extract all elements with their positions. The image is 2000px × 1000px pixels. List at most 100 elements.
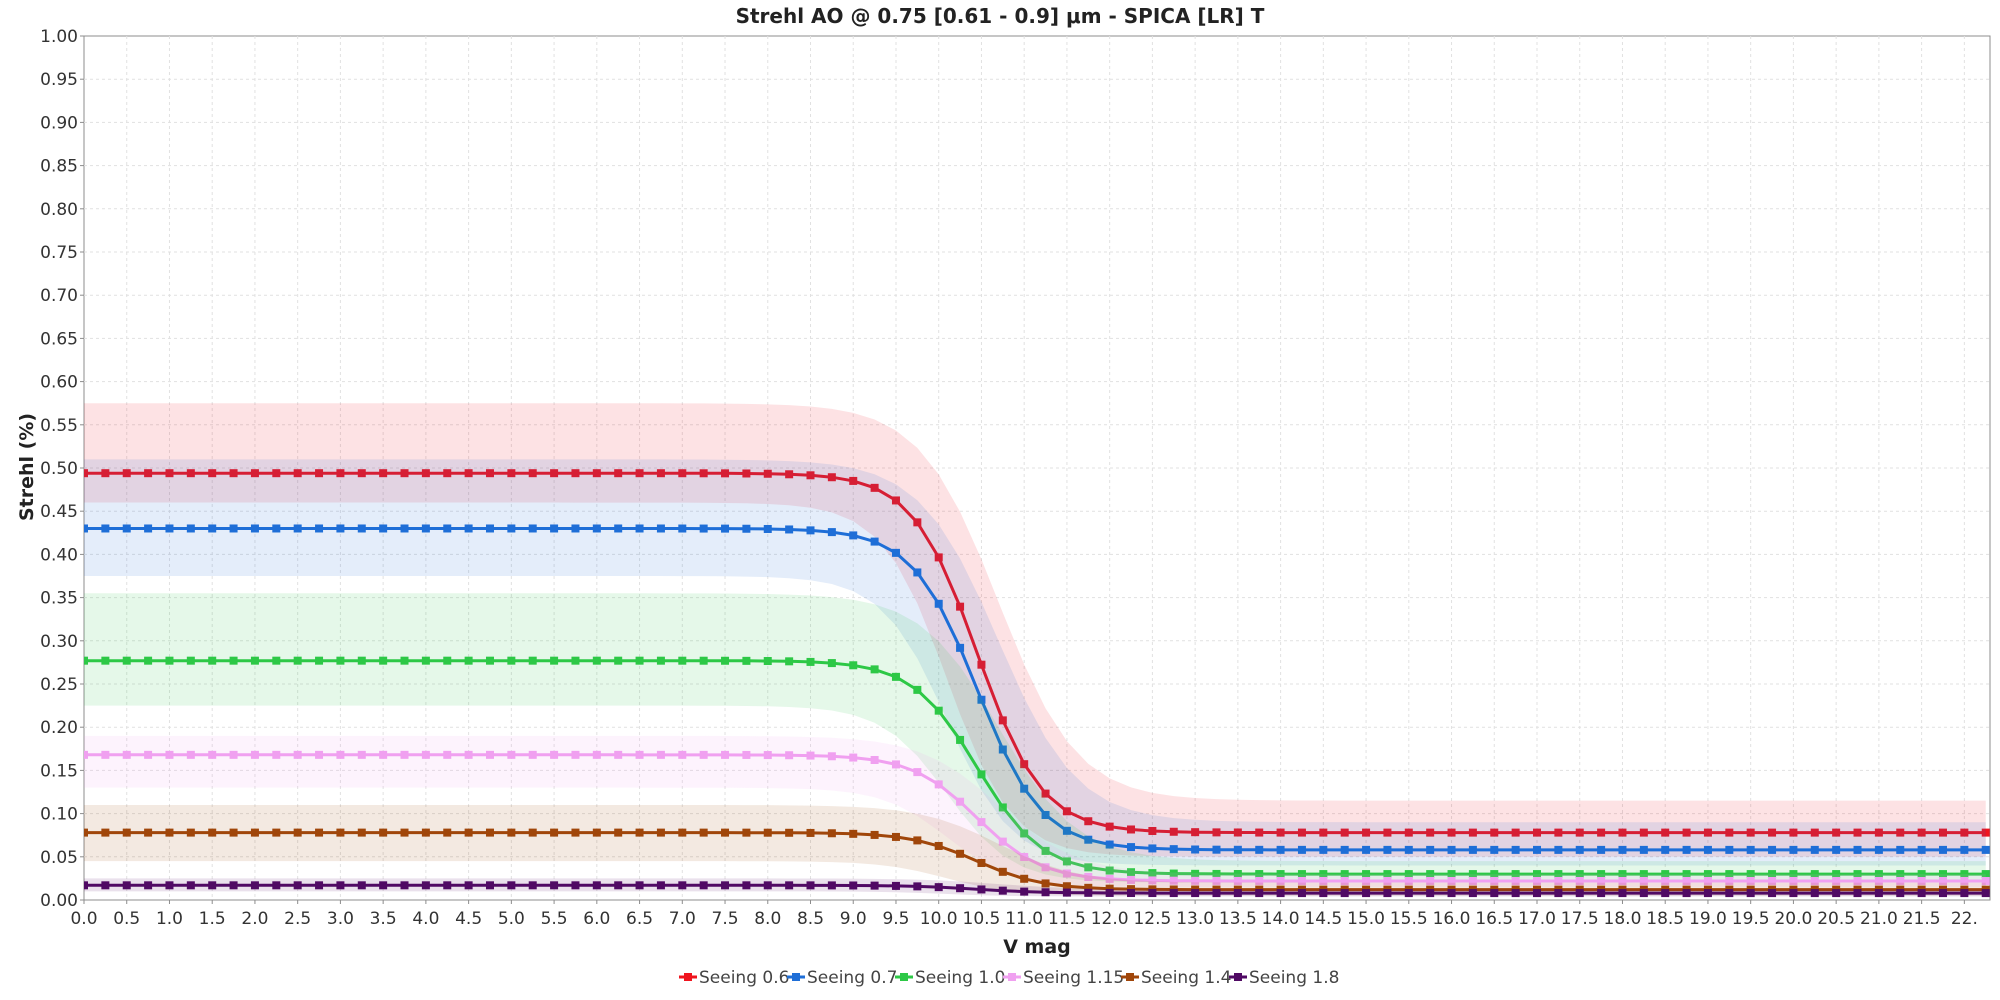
data-point bbox=[336, 750, 345, 759]
data-point bbox=[1148, 826, 1157, 835]
data-point bbox=[1148, 889, 1157, 898]
data-point bbox=[293, 750, 302, 759]
data-point bbox=[1383, 870, 1392, 879]
data-point bbox=[165, 828, 174, 837]
data-point bbox=[1874, 828, 1883, 837]
data-point bbox=[165, 469, 174, 478]
data-point bbox=[443, 881, 452, 890]
data-point bbox=[1148, 876, 1157, 885]
data-point bbox=[1020, 874, 1029, 883]
data-point bbox=[699, 469, 708, 478]
data-point bbox=[84, 750, 88, 759]
legend-item[interactable]: Seeing 1.15 bbox=[1003, 968, 1124, 988]
series-seeing-1-8 bbox=[84, 878, 1990, 898]
data-point bbox=[1447, 876, 1456, 885]
data-point bbox=[977, 818, 986, 827]
data-point bbox=[699, 656, 708, 665]
data-point bbox=[1105, 884, 1114, 893]
data-point bbox=[1383, 828, 1392, 837]
data-point bbox=[742, 750, 751, 759]
data-point bbox=[186, 524, 195, 533]
data-point bbox=[1682, 876, 1691, 885]
data-point bbox=[678, 656, 687, 665]
data-point bbox=[485, 656, 494, 665]
data-point bbox=[165, 881, 174, 890]
data-point bbox=[1661, 876, 1670, 885]
x-tick-label: 6.5 bbox=[626, 909, 653, 929]
data-point bbox=[1746, 870, 1755, 879]
data-point bbox=[1383, 845, 1392, 854]
data-point bbox=[1319, 845, 1328, 854]
data-point bbox=[1682, 845, 1691, 854]
data-point bbox=[891, 496, 900, 505]
y-tick-label: 0.50 bbox=[40, 459, 78, 479]
data-point bbox=[101, 881, 110, 890]
data-point bbox=[1169, 845, 1178, 854]
data-point bbox=[1404, 876, 1413, 885]
legend-label: Seeing 0.6 bbox=[699, 968, 789, 988]
data-point bbox=[827, 473, 836, 482]
data-point bbox=[1981, 870, 1990, 879]
data-point bbox=[763, 469, 772, 478]
data-point bbox=[507, 469, 516, 478]
data-point bbox=[400, 750, 409, 759]
data-point bbox=[1127, 825, 1136, 834]
data-point bbox=[614, 881, 623, 890]
data-point bbox=[742, 828, 751, 837]
data-point bbox=[1853, 889, 1862, 898]
legend-item[interactable]: Seeing 1.4 bbox=[1121, 968, 1231, 988]
data-point bbox=[293, 656, 302, 665]
data-point bbox=[1468, 889, 1477, 898]
data-point bbox=[785, 751, 794, 760]
legend-marker bbox=[1126, 973, 1134, 981]
legend-item[interactable]: Seeing 0.6 bbox=[679, 968, 789, 988]
data-point bbox=[507, 828, 516, 837]
legend-item[interactable]: Seeing 0.7 bbox=[787, 968, 897, 988]
data-point bbox=[122, 828, 131, 837]
data-point bbox=[763, 657, 772, 666]
data-point bbox=[250, 469, 259, 478]
data-point bbox=[379, 750, 388, 759]
data-point bbox=[934, 706, 943, 715]
data-point bbox=[1276, 828, 1285, 837]
data-point bbox=[272, 469, 281, 478]
data-point bbox=[1447, 845, 1456, 854]
data-point bbox=[1618, 889, 1627, 898]
data-point bbox=[1297, 889, 1306, 898]
data-point bbox=[229, 828, 238, 837]
legend[interactable]: Seeing 0.6 Seeing 0.7 Seeing 1.0 Seeing 1.1… bbox=[679, 968, 1339, 988]
data-point bbox=[827, 659, 836, 668]
data-point bbox=[357, 656, 366, 665]
data-point bbox=[635, 656, 644, 665]
data-point bbox=[1896, 870, 1905, 879]
data-point bbox=[592, 656, 601, 665]
data-point bbox=[272, 750, 281, 759]
data-point bbox=[592, 881, 601, 890]
data-point bbox=[400, 881, 409, 890]
data-point bbox=[144, 881, 153, 890]
data-point bbox=[1212, 889, 1221, 898]
data-point bbox=[806, 471, 815, 480]
data-point bbox=[956, 643, 965, 652]
x-tick-label: 13.0 bbox=[1176, 909, 1214, 929]
data-point bbox=[1084, 835, 1093, 844]
legend-item[interactable]: Seeing 1.0 bbox=[895, 968, 1005, 988]
data-point bbox=[998, 886, 1007, 895]
data-point bbox=[1554, 828, 1563, 837]
data-point bbox=[956, 735, 965, 744]
data-point bbox=[186, 656, 195, 665]
data-point bbox=[1276, 876, 1285, 885]
data-point bbox=[1746, 828, 1755, 837]
series-band bbox=[84, 403, 1986, 857]
y-tick-label: 1.00 bbox=[40, 27, 78, 47]
legend-item[interactable]: Seeing 1.8 bbox=[1229, 968, 1339, 988]
data-point bbox=[1020, 852, 1029, 861]
data-point bbox=[485, 524, 494, 533]
data-point bbox=[763, 828, 772, 837]
data-point bbox=[1981, 889, 1990, 898]
data-point bbox=[1362, 870, 1371, 879]
data-point bbox=[1255, 845, 1264, 854]
data-point bbox=[315, 656, 324, 665]
data-point bbox=[870, 881, 879, 890]
data-point bbox=[1639, 889, 1648, 898]
